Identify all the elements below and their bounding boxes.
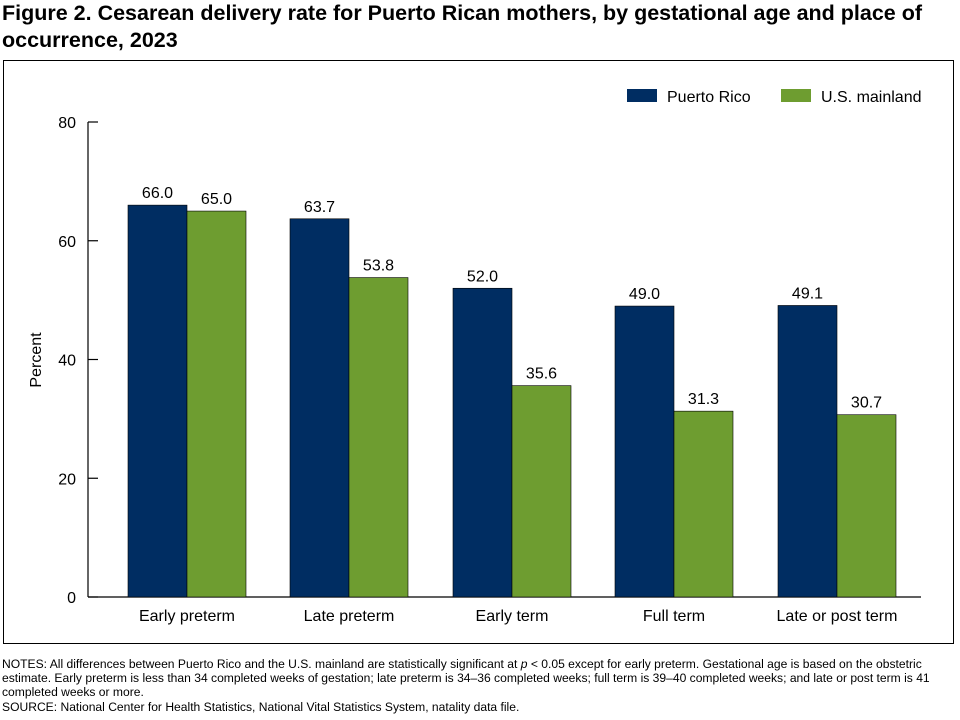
bar [289,218,350,598]
x-tick-label: Early preterm [139,608,235,625]
bar-chart: 0 20 40 60 80 Percent 66.0 65.0 Early preterm 63.… [28,89,922,625]
data-label: 49.0 [629,286,660,303]
notes-p-symbol: p [520,657,528,671]
bar [127,204,188,598]
legend-swatch [627,89,657,102]
bar [614,305,675,598]
y-tick-label: 80 [58,115,76,132]
data-label: 35.6 [526,366,557,383]
notes-suffix: < 0.05 except for early preterm. Gestati… [2,657,930,700]
data-label: 66.0 [142,185,173,202]
y-axis-title: Percent [28,332,45,388]
data-label: 30.7 [851,395,882,412]
notes-text: NOTES: All differences between Puerto Ri… [2,657,958,700]
bar [836,414,897,598]
y-tick-label: 40 [58,353,76,370]
y-tick-label: 60 [58,234,76,251]
bar [452,287,513,598]
data-label: 49.1 [792,285,823,302]
legend-swatch [781,89,811,102]
notes-prefix: NOTES: All differences between Puerto Ri… [2,657,521,671]
source-text: SOURCE: National Center for Health Stati… [2,699,520,714]
x-tick-label: Full term [643,608,705,625]
figure-title: Figure 2. Cesarean delivery rate for Pue… [2,1,923,52]
bar [777,305,838,598]
data-label: 53.8 [363,258,394,275]
legend-label: Puerto Rico [667,89,751,106]
bar [673,410,734,598]
figure-notes: NOTES: All differences between Puerto Ri… [2,657,958,714]
x-tick-label: Late or post term [777,608,898,625]
bar [511,385,572,598]
bar [186,210,247,598]
chart-frame: 0 20 40 60 80 Percent 66.0 65.0 Early preterm 63.… [3,60,954,644]
x-tick-label: Late preterm [304,608,395,625]
data-label: 31.3 [688,391,719,408]
data-label: 63.7 [304,199,335,216]
y-tick-label: 0 [67,590,76,607]
legend-label: U.S. mainland [821,89,922,106]
data-label: 65.0 [201,191,232,208]
bar [348,277,409,598]
data-label: 52.0 [467,268,498,285]
x-tick-label: Early term [476,608,549,625]
y-tick-label: 20 [58,471,76,488]
